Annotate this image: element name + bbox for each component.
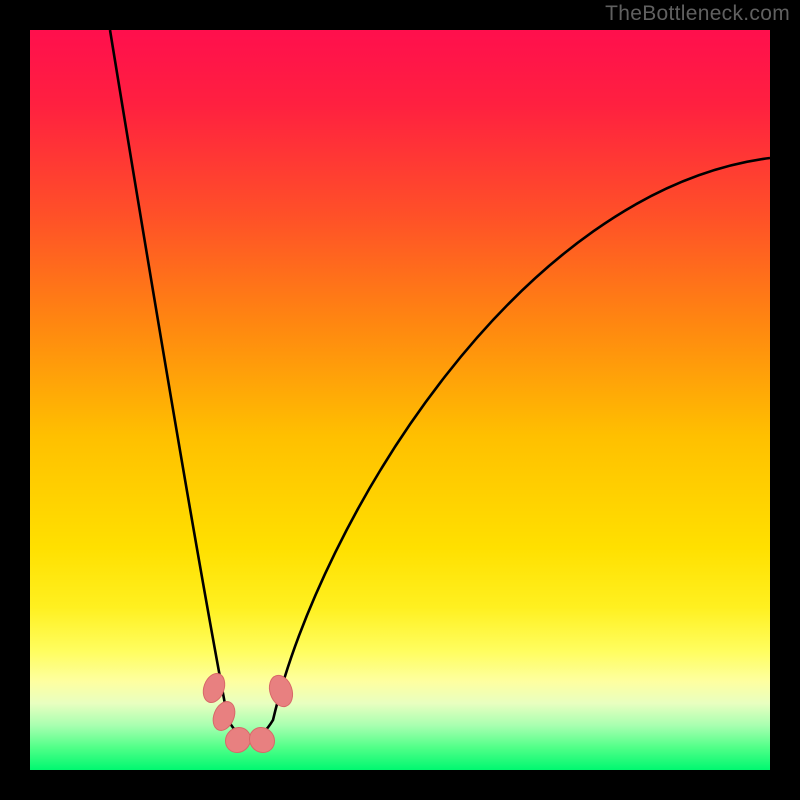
chart-canvas: TheBottleneck.com (0, 0, 800, 800)
bottleneck-plot-svg (0, 0, 800, 800)
attribution-label: TheBottleneck.com (605, 2, 790, 26)
plot-background (30, 30, 770, 770)
